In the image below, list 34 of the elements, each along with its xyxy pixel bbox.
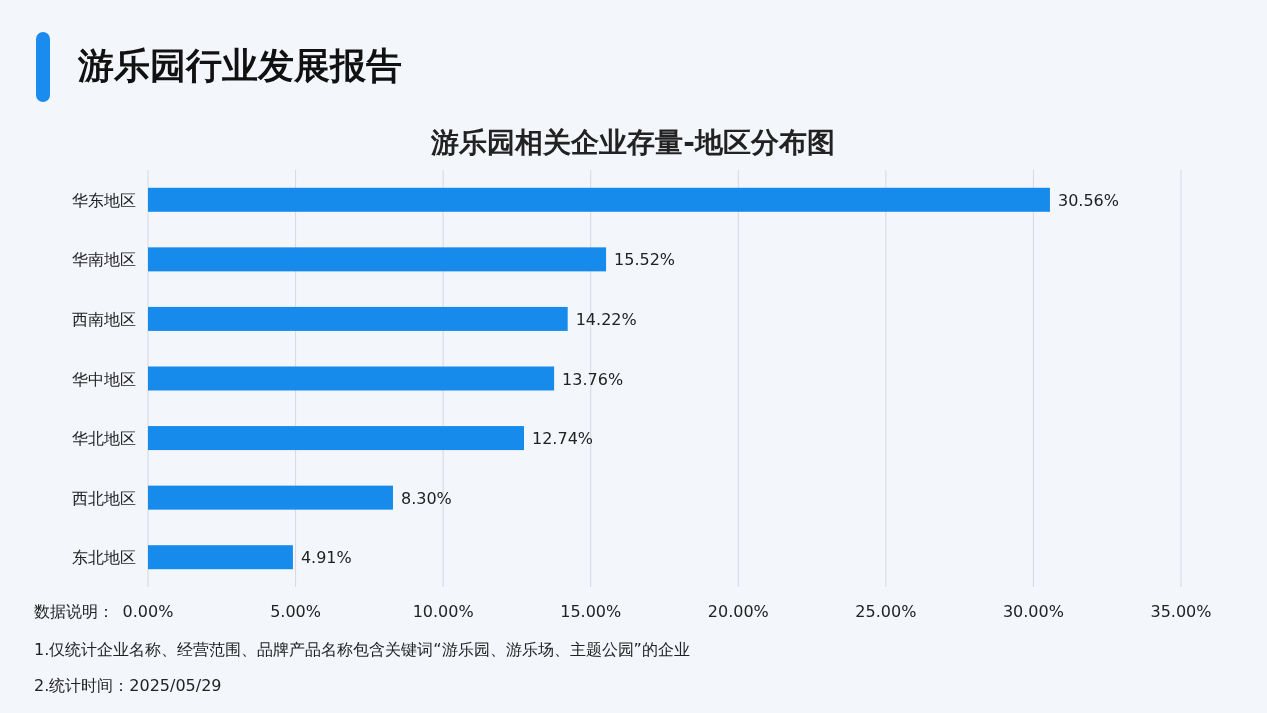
data-label: 8.30%	[400, 488, 452, 508]
y-tick-label: 华北地区	[72, 429, 136, 449]
y-tick-label: 华南地区	[72, 250, 136, 270]
bar	[148, 306, 568, 331]
text: 数据说明：	[34, 602, 114, 621]
data-label: 15.52%	[614, 250, 676, 270]
x-tick-label: 30.00%	[1002, 602, 1064, 621]
bar	[148, 247, 607, 272]
bar	[148, 545, 293, 570]
x-tick-label: 10.00%	[412, 602, 474, 621]
x-tick-label: 5.00%	[270, 602, 321, 621]
x-tick-label: 25.00%	[855, 602, 917, 621]
data-label: 4.91%	[300, 548, 352, 568]
y-tick-label: 西南地区	[72, 309, 136, 329]
bar	[148, 426, 525, 451]
y-tick-label: 华东地区	[72, 190, 136, 210]
text: 2.统计时间：2025/05/29	[34, 676, 222, 695]
bar	[148, 187, 1050, 212]
y-tick-label: 西北地区	[72, 488, 136, 508]
data-label: 30.56%	[1057, 190, 1119, 210]
chart-subtitle: 游乐园相关企业存量-地区分布图	[430, 126, 835, 159]
text: 1.仅统计企业名称、经营范围、品牌产品名称包含关键词“游乐园、游乐场、主题公园”的企业	[34, 640, 690, 659]
data-label: 13.76%	[562, 369, 624, 389]
bar	[148, 485, 393, 510]
x-tick-label: 0.00%	[122, 602, 174, 621]
x-tick-label: 35.00%	[1150, 602, 1212, 621]
x-tick-label: 20.00%	[707, 602, 769, 621]
x-tick-label: 15.00%	[560, 602, 622, 621]
chart-title: 游乐园行业发展报告	[77, 45, 402, 86]
data-label: 14.22%	[575, 309, 637, 329]
data-label: 12.74%	[532, 429, 594, 449]
y-tick-label: 华中地区	[72, 369, 136, 389]
y-tick-label: 东北地区	[72, 548, 136, 568]
bar	[148, 366, 555, 391]
